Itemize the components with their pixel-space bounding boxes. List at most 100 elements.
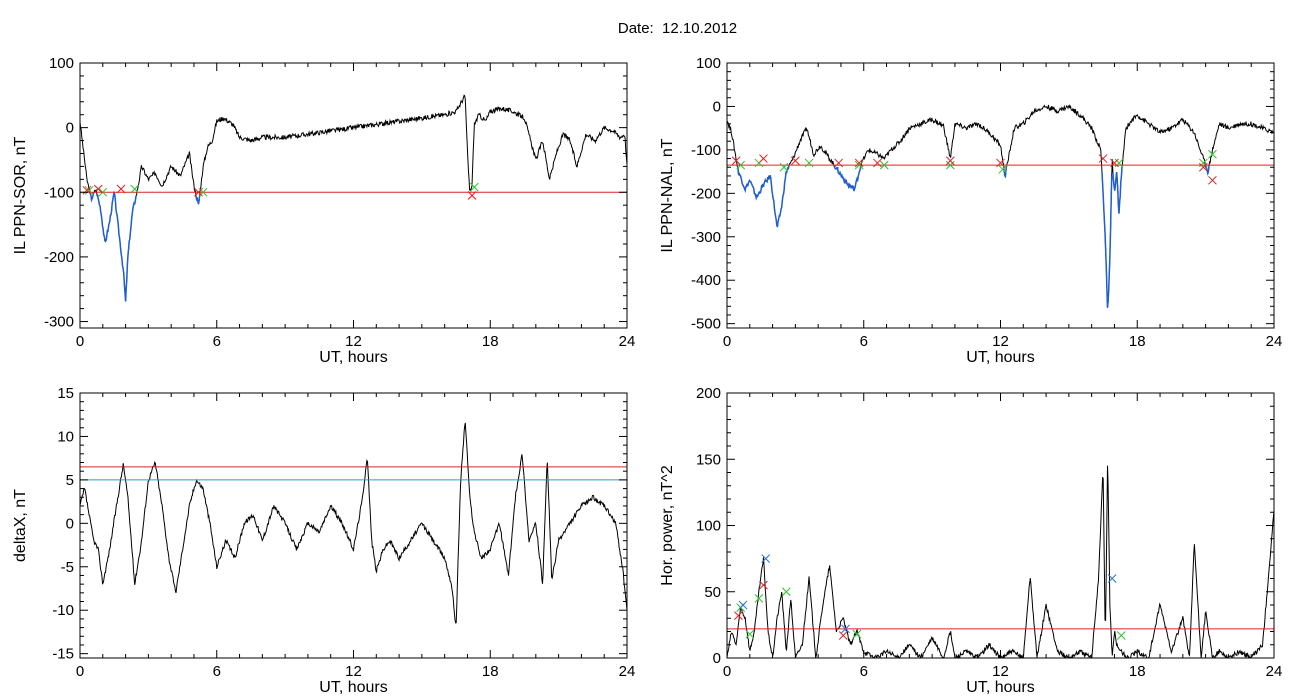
onset-marker — [804, 158, 814, 168]
x-tick-label: 6 — [213, 663, 221, 680]
y-tick-label: -15 — [52, 646, 74, 663]
x-tick-label: 24 — [1266, 663, 1283, 680]
onset-marker — [1116, 631, 1126, 640]
plot-frame — [726, 62, 1275, 329]
panel-power: 0 6 12 18 24 200 150 100 50 0 UT, hours Hor. power,… — [659, 385, 1282, 696]
y-tick-label: -300 — [691, 229, 721, 246]
onset-marker — [469, 182, 479, 192]
onset-marker — [781, 587, 791, 597]
x-tick-label: 24 — [619, 663, 636, 680]
y-tick-label: -400 — [691, 272, 721, 289]
x-tick-label: 0 — [76, 663, 84, 680]
substorm-segment — [195, 194, 201, 205]
x-tick-label: 18 — [1129, 663, 1146, 680]
x-tick-label: 12 — [992, 333, 1009, 350]
peak-marker — [738, 600, 748, 610]
onset-marker — [84, 185, 94, 195]
x-tick-label: 0 — [76, 333, 84, 350]
plot-frame — [726, 392, 1275, 659]
end-marker — [996, 158, 1005, 168]
substorm-segment — [833, 165, 862, 192]
x-tick-label: 6 — [213, 333, 221, 350]
substorm-segment — [1003, 165, 1008, 179]
page-title: Date: 12.10.2012 — [617, 20, 738, 37]
onset-marker — [1114, 158, 1124, 168]
end-marker — [1110, 158, 1119, 168]
y-tick-label: 200 — [696, 385, 721, 402]
peak-marker — [841, 624, 850, 634]
substorm-segment — [1112, 165, 1123, 214]
y-tick-label: 100 — [696, 518, 721, 535]
y-tick-label: 0 — [713, 650, 721, 667]
y-tick-label: -200 — [44, 249, 74, 266]
end-marker — [873, 158, 882, 168]
trace-deltax — [80, 422, 627, 624]
peak-marker — [1107, 574, 1117, 583]
end-marker — [854, 158, 864, 168]
onset-marker — [998, 165, 1008, 174]
peak-marker — [761, 554, 771, 563]
y-tick-label: 0 — [66, 515, 74, 532]
x-tick-label: 6 — [860, 663, 868, 680]
y-tick-label: -500 — [691, 316, 721, 333]
panel-nal: 0 6 12 18 24 100 0 -100 -200 -300 -400 -500 UT, hour… — [659, 55, 1282, 366]
x-tick-label: 0 — [723, 333, 731, 350]
y-tick-label: 150 — [696, 451, 721, 468]
end-marker — [731, 156, 741, 166]
y-axis-label: deltaX, nT — [12, 489, 29, 562]
y-tick-label: 5 — [66, 472, 74, 489]
y-axis-label: Hor. power, nT^2 — [659, 465, 676, 586]
onset-marker — [852, 629, 862, 639]
y-tick-label: 100 — [49, 55, 74, 72]
x-tick-label: 12 — [345, 663, 362, 680]
onset-marker — [745, 629, 755, 639]
y-tick-label: 100 — [696, 55, 721, 72]
y-tick-label: -100 — [691, 142, 721, 159]
y-tick-label: -10 — [52, 602, 74, 619]
x-tick-label: 24 — [1266, 333, 1283, 350]
x-tick-label: 18 — [482, 663, 499, 680]
substorm-segment — [736, 165, 790, 228]
onset-marker — [1198, 158, 1208, 168]
onset-marker — [879, 160, 889, 170]
x-axis-label: UT, hours — [966, 679, 1034, 696]
end-marker — [1198, 162, 1208, 172]
end-marker — [194, 187, 203, 197]
end-marker — [734, 611, 743, 620]
substorm-segment — [96, 190, 138, 302]
substorm-segment — [89, 191, 95, 203]
x-tick-label: 12 — [992, 663, 1009, 680]
trace-nal — [727, 104, 1274, 308]
x-axis-label: UT, hours — [319, 349, 387, 366]
x-axis-label: UT, hours — [966, 349, 1034, 366]
onset-marker — [198, 187, 208, 197]
y-axis-label: IL PPN-NAL, nT — [659, 138, 676, 252]
onset-marker — [1208, 149, 1217, 159]
y-tick-label: -300 — [44, 314, 74, 331]
onset-marker — [854, 160, 864, 170]
x-tick-label: 12 — [345, 333, 362, 350]
y-tick-label: -5 — [61, 559, 74, 576]
y-tick-label: 15 — [57, 385, 74, 402]
x-tick-label: 0 — [723, 663, 731, 680]
y-axis-label: IL PPN-SOR, nT — [12, 136, 29, 254]
end-marker — [467, 191, 477, 200]
trace-sor — [80, 94, 627, 302]
end-marker — [1098, 154, 1108, 163]
x-axis-label: UT, hours — [319, 679, 387, 696]
end-marker — [838, 631, 848, 640]
end-marker — [1208, 175, 1217, 185]
onset-marker — [779, 162, 789, 172]
y-tick-label: -100 — [44, 184, 74, 201]
end-marker — [946, 156, 955, 166]
panel-deltax: 0 6 12 18 24 15 10 5 0 -5 -10 -15 UT, hours deltaX, n… — [12, 385, 635, 696]
substorm-segment — [1101, 172, 1113, 308]
y-tick-label: 10 — [57, 428, 74, 445]
end-marker — [791, 156, 800, 166]
end-marker — [116, 184, 126, 194]
onset-marker — [98, 187, 108, 197]
plot-frame — [79, 62, 628, 329]
y-tick-label: -200 — [691, 185, 721, 202]
onset-marker — [946, 160, 955, 170]
